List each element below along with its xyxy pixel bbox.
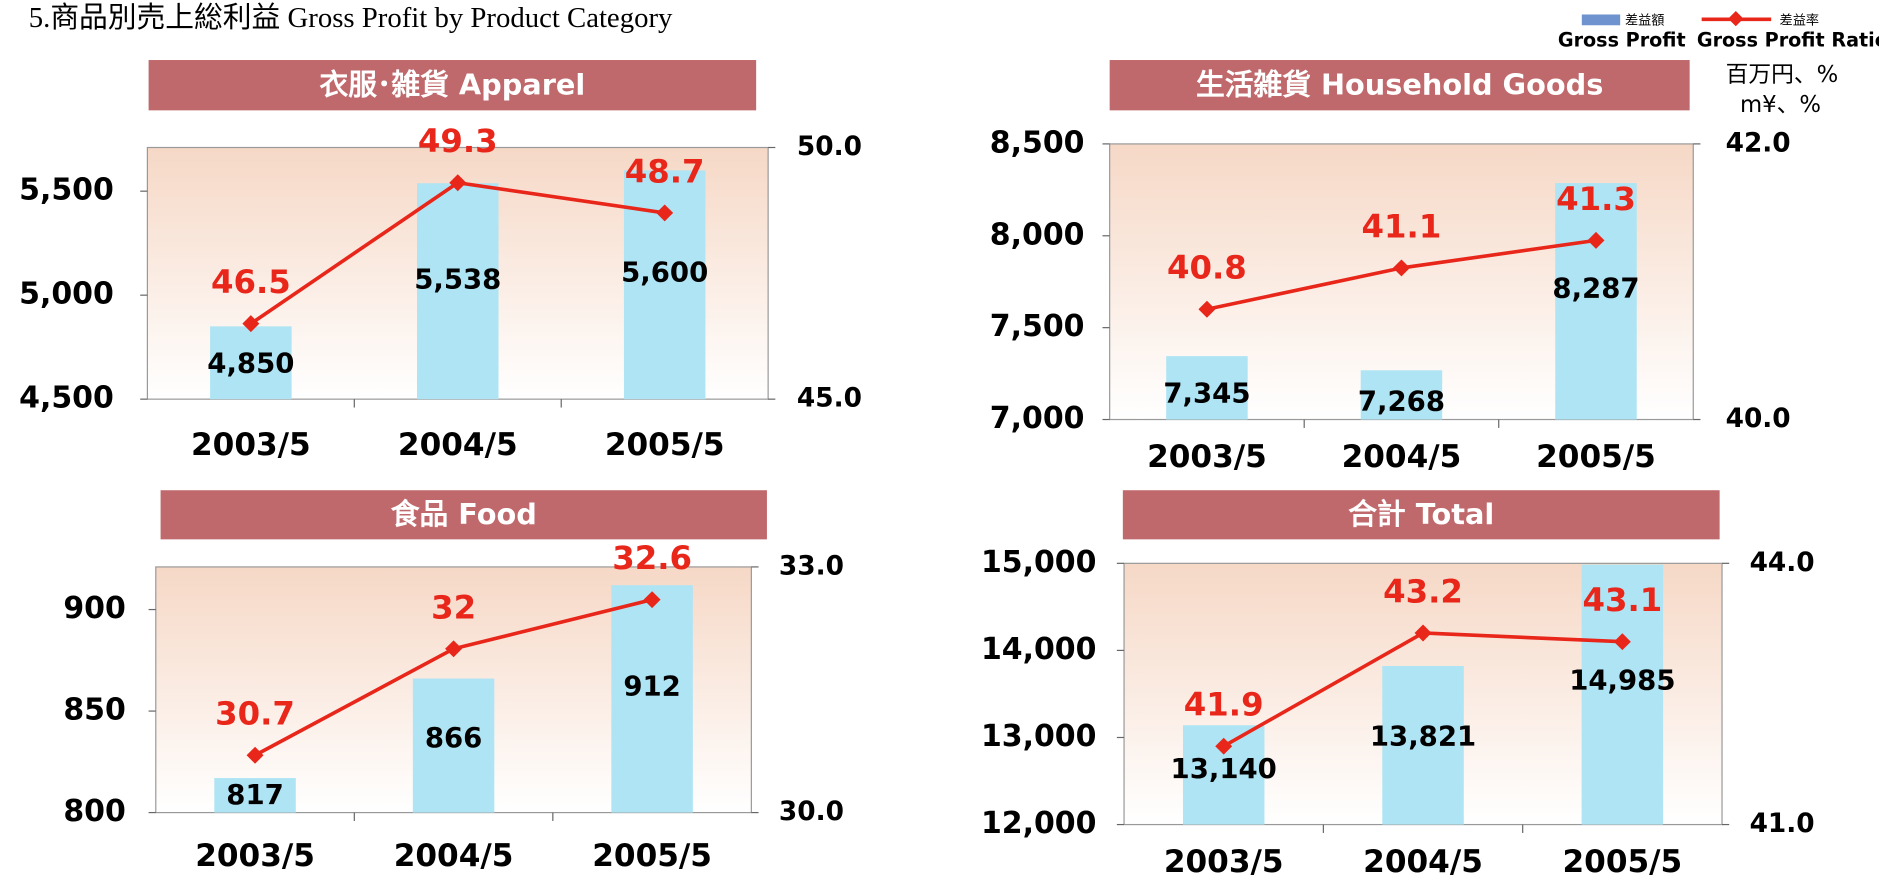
bar [412,678,495,813]
chart-title: 合計 Total [1348,497,1494,531]
y2-tick-label: 40.0 [1726,404,1791,434]
x-tick-label: 2003/5 [191,427,311,463]
x-tick-label: 2005/5 [592,838,712,874]
bar-label: 5,538 [414,263,501,295]
ratio-label: 48.7 [625,152,705,190]
unit-label: 百万円、% [1726,62,1839,88]
chart-title: 生活雑貨 Household Goods [1196,67,1603,101]
ratio-marker [246,746,264,764]
ratio-label: 41.3 [1556,180,1636,218]
chart-title: 衣服･雑貨 Apparel [320,67,586,101]
y-tick-label: 5,000 [19,277,114,312]
y-tick-label: 7,500 [990,309,1085,344]
y-tick-label: 15,000 [981,545,1097,580]
bar [1360,370,1443,420]
bar [210,326,292,400]
x-tick-label: 2005/5 [1536,439,1656,475]
bar-label: 817 [226,779,284,811]
x-tick-label: 2004/5 [1342,439,1462,475]
legend-marker [1728,11,1744,27]
bar-label: 4,850 [207,348,294,380]
y-tick-label: 850 [63,693,125,728]
bar-label: 13,821 [1370,720,1476,752]
chart-title-bar [148,60,757,111]
ratio-marker [1198,300,1216,318]
ratio-marker [1613,633,1631,651]
x-tick-label: 2003/5 [195,838,315,874]
page-title: 5.商品別売上総利益 Gross Profit by Product Categ… [29,2,673,34]
y-tick-label: 14,000 [981,632,1097,667]
ratio-label: 43.2 [1383,572,1463,610]
y-tick-label: 7,000 [990,401,1085,436]
x-tick-label: 2003/5 [1164,844,1284,875]
legend-label: Gross Profit Ratio [1697,28,1879,51]
bar-label: 8,287 [1552,272,1639,304]
bar-label: 14,985 [1569,665,1675,697]
x-tick-label: 2005/5 [605,427,725,463]
bar-label: 7,268 [1358,386,1445,418]
chart-title-bar [1109,60,1690,111]
ratio-label: 41.1 [1362,207,1442,245]
ratio-label: 43.1 [1582,581,1662,619]
x-tick-label: 2004/5 [394,838,514,874]
y-tick-label: 13,000 [981,719,1097,754]
y-tick-label: 8,500 [990,125,1085,160]
bar [1382,665,1464,825]
ratio-marker [1215,737,1233,755]
y-tick-label: 12,000 [981,806,1097,841]
ratio-marker [1587,231,1605,249]
chart-title-bar [160,490,767,540]
bar-label: 13,140 [1171,753,1277,785]
ratio-label: 41.9 [1184,686,1264,724]
y-tick-label: 900 [63,591,125,626]
legend-swatch [1581,14,1621,26]
y-tick-label: 5,500 [19,173,114,208]
ratio-label: 40.8 [1167,249,1247,287]
chart-title-bar [1122,490,1720,540]
bar [1581,564,1664,825]
ratio-marker [445,640,463,658]
bar-label: 7,345 [1163,377,1250,409]
bar-label: 912 [623,671,681,703]
ratio-label: 32.6 [612,539,692,577]
y2-tick-label: 41.0 [1750,809,1815,839]
bar [417,183,499,400]
bar [1555,183,1637,420]
y2-tick-label: 33.0 [779,551,844,581]
chart-title: 食品 Food [391,497,537,531]
x-tick-label: 2004/5 [1363,844,1483,875]
ratio-label: 46.5 [211,263,291,301]
legend-label-ja: 差益額 [1625,12,1665,28]
x-tick-label: 2005/5 [1562,844,1682,875]
ratio-label: 32 [431,588,476,626]
unit-label: m¥、% [1740,92,1821,118]
ratio-marker [449,174,467,192]
bar-label: 866 [425,722,483,754]
x-tick-label: 2004/5 [398,427,518,463]
y2-tick-label: 45.0 [797,384,862,414]
ratio-marker [1414,624,1432,642]
y-tick-label: 4,500 [19,381,114,416]
y2-tick-label: 42.0 [1726,128,1791,158]
ratio-marker [1392,259,1410,277]
y2-tick-label: 50.0 [797,132,862,162]
bar [611,585,693,813]
legend-label-ja: 差益率 [1780,11,1820,28]
bar [214,778,296,813]
ratio-label: 49.3 [418,122,498,160]
bar [1166,356,1248,420]
x-tick-label: 2003/5 [1147,439,1267,475]
y2-tick-label: 44.0 [1750,548,1815,578]
legend-label: Gross Profit [1558,28,1686,51]
y-tick-label: 800 [63,794,125,829]
y-tick-label: 8,000 [990,217,1085,252]
y2-tick-label: 30.0 [779,797,844,827]
ratio-label: 30.7 [215,695,295,733]
ratio-marker [656,204,674,222]
bar-label: 5,600 [621,256,708,288]
